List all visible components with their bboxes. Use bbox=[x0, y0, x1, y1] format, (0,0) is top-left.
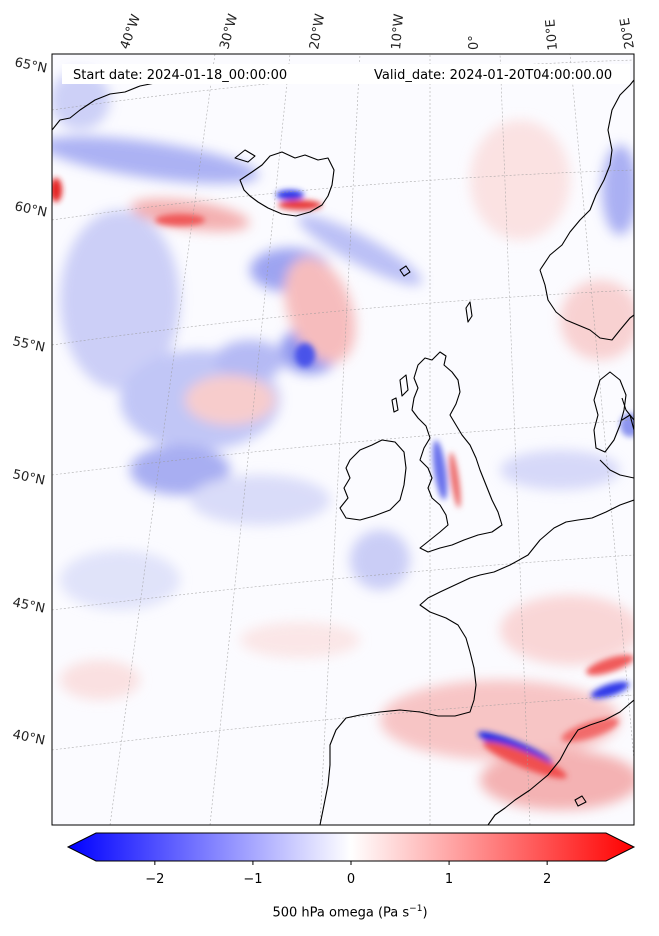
colorbar-label-close: ) bbox=[422, 905, 428, 921]
valid-date-label: Valid_date: 2024-01-20T04:00:00.00 bbox=[374, 68, 612, 83]
lon-label-10e: 10°E bbox=[543, 19, 561, 51]
lon-label-20e: 20°E bbox=[618, 17, 638, 50]
lat-label-45n: 45°N bbox=[11, 595, 46, 616]
lat-label-65n: 65°N bbox=[13, 55, 48, 76]
lon-label-40w: 40°W bbox=[118, 12, 144, 51]
latitude-labels: 65°N 60°N 55°N 50°N 45°N 40°N bbox=[11, 55, 48, 748]
colorbar-tick-label: 0 bbox=[347, 872, 355, 887]
colorbar-tick-label: −1 bbox=[243, 872, 262, 887]
longitude-labels: 40°W 30°W 20°W 10°W 0° 10°E 20°E bbox=[118, 12, 638, 51]
coastlines bbox=[52, 79, 634, 825]
lon-label-20w: 20°W bbox=[307, 13, 328, 51]
info-box bbox=[62, 64, 630, 84]
colorbar-tick-label: 2 bbox=[543, 872, 551, 887]
lon-label-10w: 10°W bbox=[389, 13, 407, 50]
colorbar-tick-label: −2 bbox=[145, 872, 164, 887]
colorbar: −2 −1 0 1 2 bbox=[66, 832, 636, 887]
lat-label-50n: 50°N bbox=[11, 467, 46, 488]
colorbar-label-exponent: −1 bbox=[409, 904, 423, 914]
colorbar-ticks: −2 −1 0 1 2 bbox=[145, 861, 551, 887]
map-frame bbox=[51, 53, 635, 826]
colorbar-label-main: 500 hPa omega (Pa s bbox=[272, 905, 410, 921]
colorbar-tick-label: 1 bbox=[445, 872, 453, 887]
colorbar-bar bbox=[66, 832, 636, 862]
lat-label-60n: 60°N bbox=[13, 199, 48, 220]
lon-label-30w: 30°W bbox=[217, 12, 241, 51]
lon-label-0: 0° bbox=[467, 35, 482, 50]
lat-label-55n: 55°N bbox=[11, 334, 46, 355]
colorbar-label: 500 hPa omega (Pa s−1) bbox=[0, 904, 659, 920]
graticule bbox=[52, 54, 634, 825]
start-date-label: Start date: 2024-01-18_00:00:00 bbox=[73, 68, 287, 83]
lat-label-40n: 40°N bbox=[11, 727, 46, 748]
omega-field bbox=[52, 54, 634, 825]
